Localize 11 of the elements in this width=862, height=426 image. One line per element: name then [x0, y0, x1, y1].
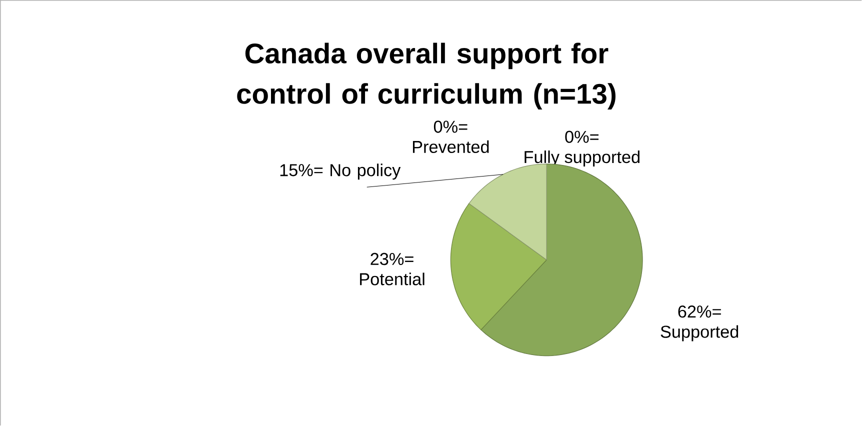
- slice-label: Potential: [360, 272, 424, 286]
- data-label: 23%=: [370, 253, 414, 266]
- slice-label: Supported: [660, 325, 738, 342]
- text: 0%=: [434, 120, 468, 133]
- data-label: 62%=: [678, 306, 721, 318]
- data-label: 15%=: [280, 164, 323, 176]
- chart-title: Canada overall support for control of curriculum (n=13): [237, 42, 616, 110]
- category-label: Prevented: [412, 140, 489, 154]
- slice-label: No policy: [330, 164, 401, 180]
- text: 0%=: [565, 130, 599, 143]
- category-label: Fully supported: [524, 150, 640, 167]
